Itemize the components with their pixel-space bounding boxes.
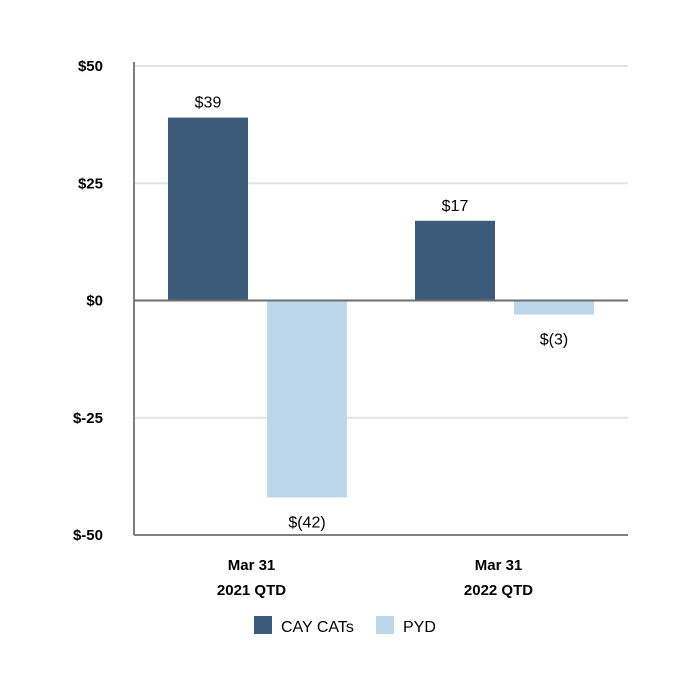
data-label: $39 bbox=[195, 95, 222, 112]
legend-label: CAY CATs bbox=[281, 619, 354, 636]
data-label: $(42) bbox=[288, 514, 325, 531]
data-label: $17 bbox=[442, 198, 469, 215]
x-tick-label: 2021 QTD bbox=[217, 582, 286, 599]
y-tick-label: $25 bbox=[78, 175, 103, 192]
y-tick-label: $-25 bbox=[73, 410, 103, 427]
x-tick-label: 2022 QTD bbox=[464, 582, 533, 599]
bar bbox=[267, 300, 347, 498]
y-tick-label: $0 bbox=[86, 293, 103, 310]
bar bbox=[168, 117, 248, 301]
y-tick-label: $-50 bbox=[73, 527, 103, 544]
bar bbox=[514, 300, 594, 315]
bar bbox=[415, 220, 495, 301]
legend-swatch bbox=[376, 616, 394, 634]
legend-swatch bbox=[254, 616, 272, 634]
x-tick-label: Mar 31 bbox=[228, 557, 276, 574]
x-tick-label: Mar 31 bbox=[475, 557, 523, 574]
legend-label: PYD bbox=[403, 619, 436, 636]
data-label: $(3) bbox=[540, 332, 568, 349]
y-tick-label: $50 bbox=[78, 58, 103, 75]
